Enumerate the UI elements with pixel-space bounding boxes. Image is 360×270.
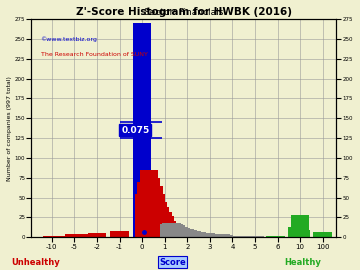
Bar — [214, 235, 233, 237]
Bar — [65, 234, 84, 237]
Bar — [156, 216, 174, 237]
Bar — [60, 236, 79, 237]
Bar — [237, 236, 255, 237]
Text: Healthy: Healthy — [284, 258, 321, 266]
Bar — [183, 231, 201, 237]
Bar — [167, 225, 185, 237]
Bar — [212, 234, 230, 237]
Bar — [73, 235, 91, 237]
Bar — [189, 232, 208, 237]
Bar — [219, 236, 237, 237]
Bar — [138, 182, 156, 237]
Text: ©www.textbiz.org: ©www.textbiz.org — [41, 36, 98, 42]
Bar — [246, 236, 264, 237]
Bar — [201, 234, 219, 237]
Bar — [110, 231, 129, 237]
Text: Unhealthy: Unhealthy — [12, 258, 60, 266]
Bar — [158, 221, 176, 237]
Title: Z'-Score Histogram for HWBK (2016): Z'-Score Histogram for HWBK (2016) — [76, 7, 292, 17]
Bar — [194, 233, 212, 237]
Y-axis label: Number of companies (997 total): Number of companies (997 total) — [7, 76, 12, 181]
Bar — [142, 178, 161, 237]
Bar — [176, 230, 194, 237]
Text: Score: Score — [159, 258, 186, 266]
Bar — [88, 233, 106, 237]
Bar — [198, 234, 217, 237]
Bar — [228, 236, 246, 237]
Bar — [160, 224, 179, 237]
Bar — [187, 232, 206, 237]
Bar — [291, 215, 310, 237]
Bar — [180, 231, 199, 237]
Bar — [203, 234, 221, 237]
Bar — [151, 207, 170, 237]
Text: The Research Foundation of SUNY: The Research Foundation of SUNY — [41, 52, 148, 57]
Bar — [192, 232, 210, 237]
Bar — [169, 227, 188, 237]
Bar — [221, 236, 239, 237]
Bar — [207, 235, 226, 237]
Bar — [196, 233, 215, 237]
Bar — [133, 23, 151, 237]
Bar — [205, 235, 224, 237]
Bar — [171, 228, 190, 237]
Bar — [140, 170, 158, 237]
Bar — [174, 229, 192, 237]
Bar — [266, 236, 285, 237]
Bar — [288, 227, 307, 237]
Bar — [210, 235, 228, 237]
Bar — [185, 232, 203, 237]
Bar — [165, 224, 183, 237]
Bar — [42, 236, 61, 237]
Bar — [314, 232, 332, 237]
Bar — [162, 223, 181, 237]
Text: 0.075: 0.075 — [121, 126, 149, 135]
Bar — [80, 234, 99, 237]
Bar — [147, 194, 165, 237]
Bar — [149, 202, 167, 237]
Bar — [135, 194, 154, 237]
Bar — [153, 212, 172, 237]
Text: Sector: Financials: Sector: Financials — [144, 8, 224, 17]
Bar — [223, 236, 242, 237]
Bar — [216, 236, 235, 237]
Bar — [178, 230, 197, 237]
Bar — [144, 186, 163, 237]
Bar — [291, 230, 310, 237]
